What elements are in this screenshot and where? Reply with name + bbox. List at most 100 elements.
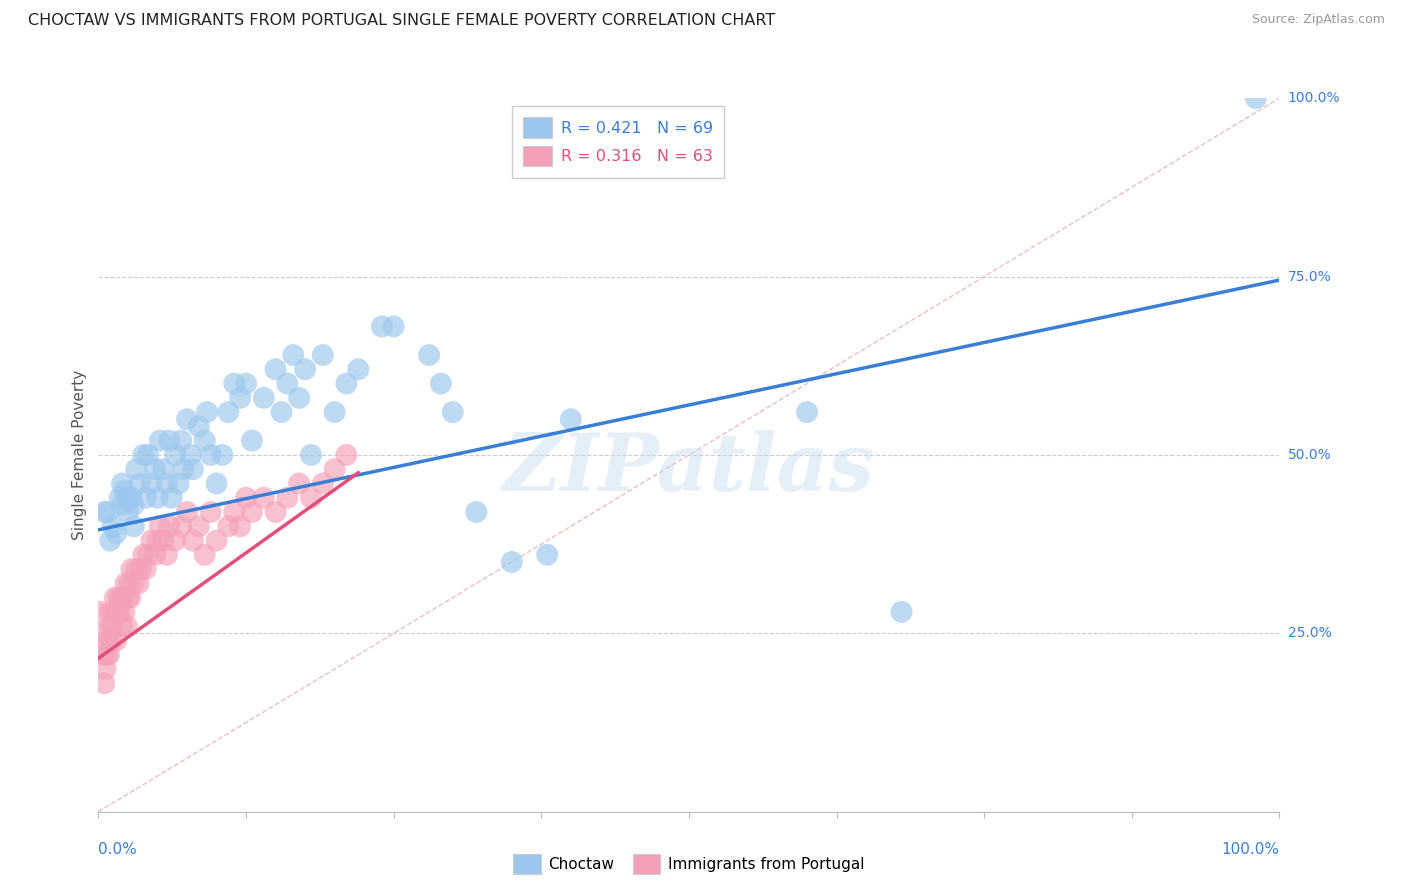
Point <box>105 526 128 541</box>
Point <box>146 533 169 548</box>
Point <box>253 491 276 505</box>
Point <box>98 619 121 633</box>
Point <box>181 533 204 548</box>
Point <box>93 676 115 690</box>
Point <box>117 491 139 505</box>
Point <box>136 448 159 462</box>
Point <box>157 434 180 448</box>
Point <box>101 619 124 633</box>
Point <box>91 648 114 662</box>
Point <box>430 376 453 391</box>
Point <box>132 448 155 462</box>
Point <box>335 448 357 462</box>
Point <box>121 562 143 576</box>
Point <box>382 319 405 334</box>
Point <box>125 462 148 476</box>
Point <box>128 476 150 491</box>
Point <box>108 491 131 505</box>
Point <box>125 562 148 576</box>
Point <box>796 405 818 419</box>
Point <box>117 505 139 519</box>
Point <box>100 633 122 648</box>
Point <box>211 448 233 462</box>
Point <box>157 519 180 533</box>
Point <box>118 576 141 591</box>
Point <box>115 619 138 633</box>
Text: 100.0%: 100.0% <box>1288 91 1340 105</box>
Point <box>312 476 335 491</box>
Point <box>135 562 157 576</box>
Point <box>110 591 132 605</box>
Point <box>371 319 394 334</box>
Point <box>176 505 198 519</box>
Point <box>129 562 152 576</box>
Point <box>217 519 239 533</box>
Point <box>165 448 187 462</box>
Point <box>132 548 155 562</box>
Point <box>101 519 124 533</box>
Legend: Choctaw, Immigrants from Portugal: Choctaw, Immigrants from Portugal <box>508 848 870 880</box>
Point <box>1244 91 1267 105</box>
Text: 25.0%: 25.0% <box>1288 626 1331 640</box>
Point <box>217 405 239 419</box>
Point <box>143 462 166 476</box>
Point <box>299 448 322 462</box>
Point <box>224 505 246 519</box>
Text: 50.0%: 50.0% <box>1288 448 1331 462</box>
Point <box>91 626 114 640</box>
Point <box>200 448 222 462</box>
Point <box>205 476 228 491</box>
Point <box>104 591 127 605</box>
Point <box>264 362 287 376</box>
Point <box>335 376 357 391</box>
Point <box>235 376 257 391</box>
Point <box>135 491 157 505</box>
Point <box>323 462 346 476</box>
Point <box>128 576 150 591</box>
Point <box>152 462 174 476</box>
Text: 75.0%: 75.0% <box>1288 269 1331 284</box>
Point <box>205 533 228 548</box>
Point <box>890 605 912 619</box>
Text: CHOCTAW VS IMMIGRANTS FROM PORTUGAL SINGLE FEMALE POVERTY CORRELATION CHART: CHOCTAW VS IMMIGRANTS FROM PORTUGAL SING… <box>28 13 775 29</box>
Point <box>98 605 121 619</box>
Text: 0.0%: 0.0% <box>98 842 138 857</box>
Point <box>112 605 135 619</box>
Point <box>136 548 159 562</box>
Point <box>122 519 145 533</box>
Point <box>105 633 128 648</box>
Point <box>229 391 252 405</box>
Point <box>152 533 174 548</box>
Point <box>94 662 117 676</box>
Point <box>176 412 198 426</box>
Point <box>121 491 143 505</box>
Point <box>194 434 217 448</box>
Point <box>149 434 172 448</box>
Point <box>112 483 135 498</box>
Point <box>96 648 118 662</box>
Point <box>276 491 298 505</box>
Point <box>180 448 202 462</box>
Point <box>97 505 120 519</box>
Point <box>120 591 142 605</box>
Point <box>270 405 292 419</box>
Point <box>312 348 335 362</box>
Point <box>98 533 121 548</box>
Text: ZIPatlas: ZIPatlas <box>503 431 875 508</box>
Point <box>347 362 370 376</box>
Point <box>143 548 166 562</box>
Point <box>98 648 121 662</box>
Point <box>288 391 311 405</box>
Point <box>105 605 128 619</box>
Y-axis label: Single Female Poverty: Single Female Poverty <box>72 370 87 540</box>
Point <box>103 605 125 619</box>
Point <box>264 505 287 519</box>
Text: Source: ZipAtlas.com: Source: ZipAtlas.com <box>1251 13 1385 27</box>
Point <box>441 405 464 419</box>
Point <box>172 462 194 476</box>
Point <box>93 505 115 519</box>
Point <box>283 348 305 362</box>
Point <box>111 476 134 491</box>
Point <box>117 591 139 605</box>
Point <box>195 405 218 419</box>
